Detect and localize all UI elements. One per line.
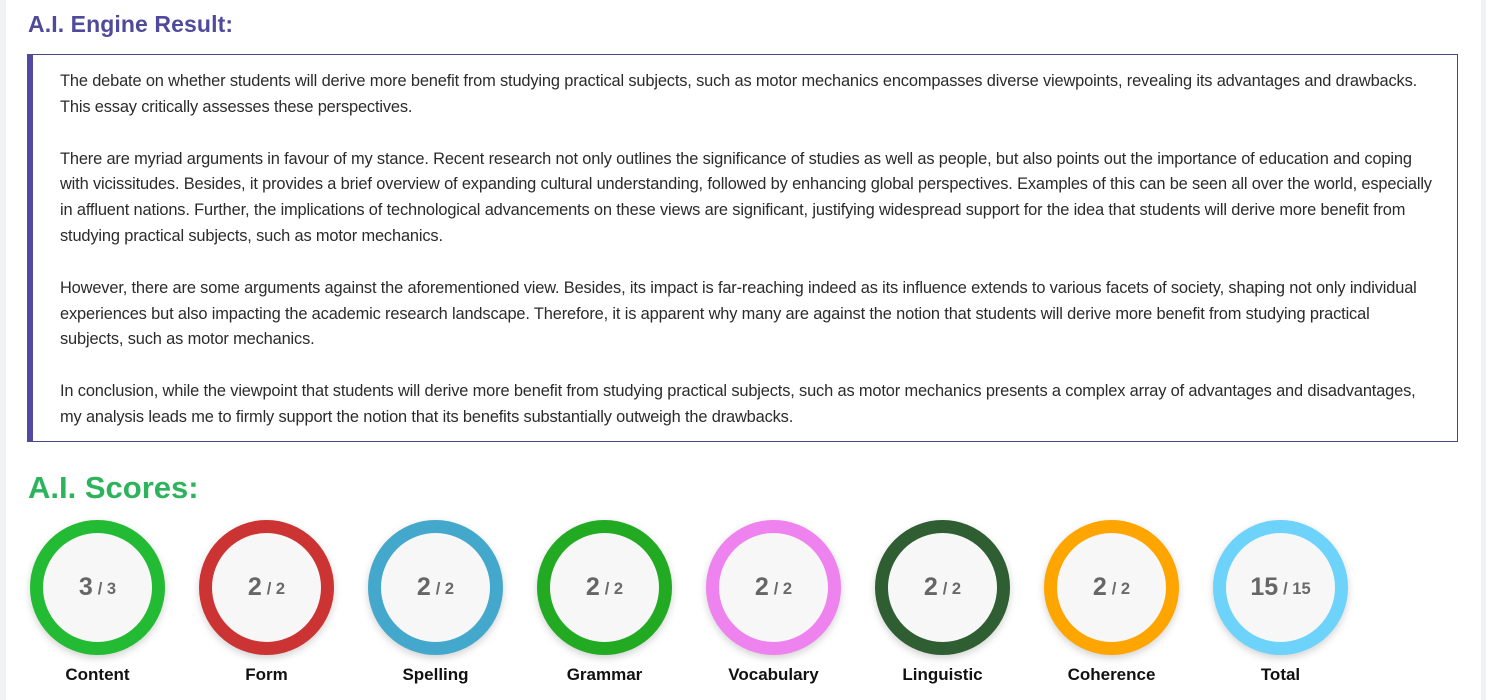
score-max: / 2	[266, 580, 286, 598]
score-max: / 2	[773, 580, 793, 598]
score-label: Coherence	[1067, 665, 1156, 684]
score-max: / 15	[1283, 580, 1311, 598]
score-label: Spelling	[402, 665, 469, 684]
score-label: Form	[245, 665, 288, 684]
essay-paragraph-intro: The debate on whether students will deri…	[60, 72, 1418, 116]
score-max: / 2	[604, 580, 624, 598]
score-content: 3/ 3 Content	[30, 520, 199, 685]
score-value: 15	[1250, 573, 1279, 601]
score-circle-vocabulary: 2/ 2	[706, 520, 841, 655]
essay-paragraph-conclusion: In conclusion, while the viewpoint that …	[60, 382, 1416, 426]
score-value: 2	[247, 573, 262, 601]
score-total: 15/ 15 Total	[1213, 520, 1382, 685]
score-form: 2/ 2 Form	[199, 520, 368, 685]
score-circle-total: 15/ 15	[1213, 520, 1348, 655]
score-vocabulary: 2/ 2 Vocabulary	[706, 520, 875, 685]
score-label: Linguistic	[902, 665, 983, 684]
scores-row: 3/ 3 Content 2/ 2 Form 2/ 2 Spelling 2/ …	[30, 520, 1382, 685]
score-circle-content: 3/ 3	[30, 520, 165, 655]
score-circle-grammar: 2/ 2	[537, 520, 672, 655]
score-label: Grammar	[566, 665, 643, 684]
score-label: Total	[1260, 665, 1301, 684]
scores-title: A.I. Scores:	[28, 470, 199, 505]
score-grammar: 2/ 2 Grammar	[537, 520, 706, 685]
score-max: / 3	[97, 580, 117, 598]
score-circle-coherence: 2/ 2	[1044, 520, 1179, 655]
score-value: 2	[923, 573, 938, 601]
scrollbar-track[interactable]	[1481, 0, 1486, 700]
score-value: 3	[78, 573, 93, 601]
score-max: / 2	[1111, 580, 1131, 598]
score-max: / 2	[435, 580, 455, 598]
engine-result-title: A.I. Engine Result:	[28, 11, 234, 37]
score-spelling: 2/ 2 Spelling	[368, 520, 537, 685]
score-max: / 2	[942, 580, 962, 598]
score-value: 2	[754, 573, 769, 601]
left-gutter	[0, 0, 6, 700]
score-coherence: 2/ 2 Coherence	[1044, 520, 1213, 685]
score-label: Vocabulary	[728, 665, 819, 684]
score-value: 2	[585, 573, 600, 601]
engine-result-box: The debate on whether students will deri…	[27, 54, 1458, 442]
essay-paragraph-body-2: However, there are some arguments agains…	[60, 278, 1417, 349]
score-value: 2	[1092, 573, 1107, 601]
essay-paragraph-body-1: There are myriad arguments in favour of …	[60, 149, 1432, 245]
score-label: Content	[65, 665, 130, 684]
score-circle-linguistic: 2/ 2	[875, 520, 1010, 655]
score-linguistic: 2/ 2 Linguistic	[875, 520, 1044, 685]
score-circle-form: 2/ 2	[199, 520, 334, 655]
score-value: 2	[416, 573, 431, 601]
score-circle-spelling: 2/ 2	[368, 520, 503, 655]
